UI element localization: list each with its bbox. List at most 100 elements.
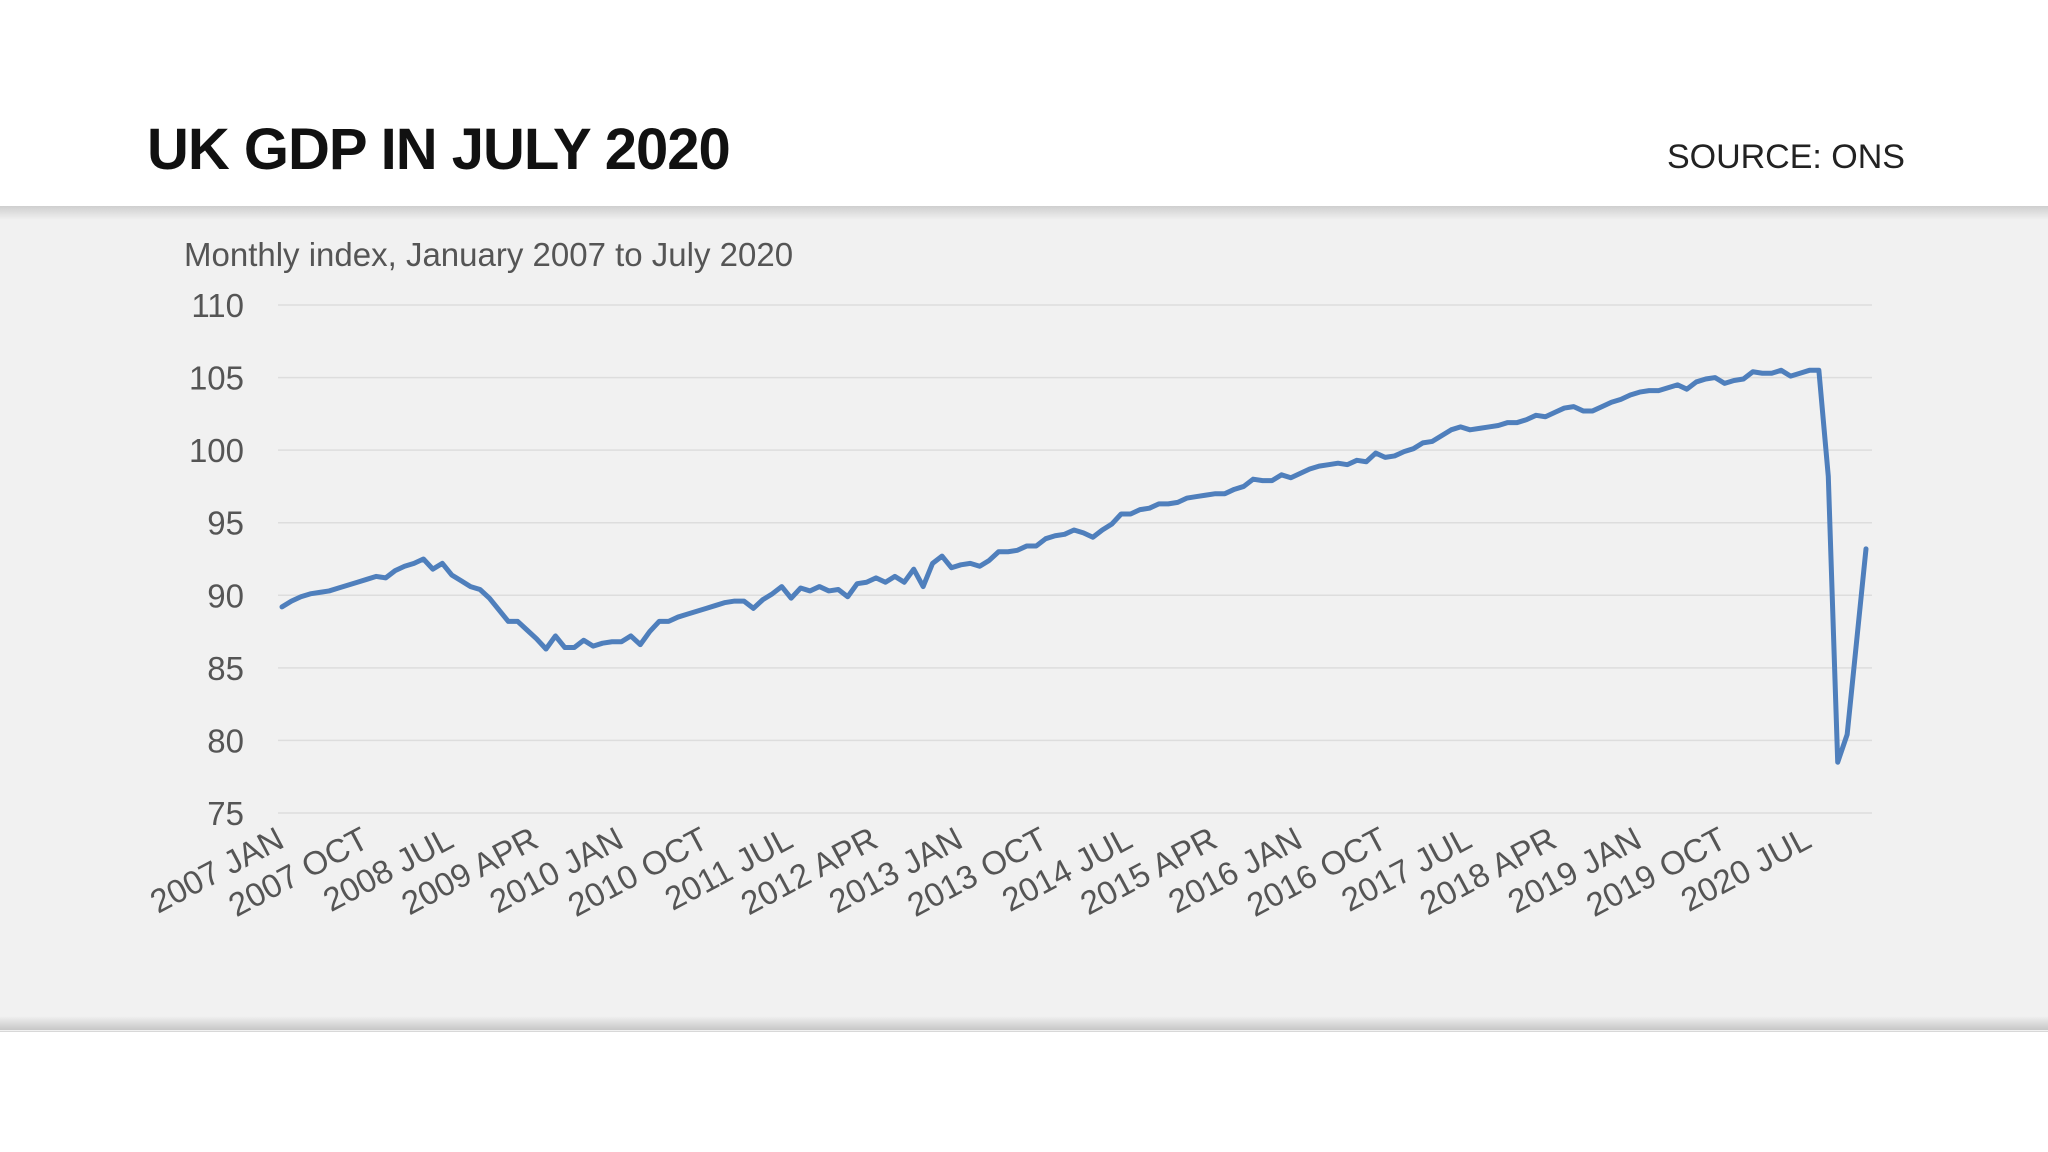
data-point	[1638, 390, 1642, 394]
data-point	[1855, 640, 1859, 644]
data-point	[535, 637, 539, 641]
data-point	[685, 612, 689, 616]
data-point	[1195, 495, 1199, 499]
data-point	[1459, 425, 1463, 429]
data-point	[1317, 464, 1321, 468]
data-point	[1770, 371, 1774, 375]
data-point	[1336, 461, 1340, 465]
data-point	[1553, 410, 1557, 414]
data-point	[1034, 544, 1038, 548]
data-point	[1270, 479, 1274, 483]
data-point	[1760, 371, 1764, 375]
data-point	[836, 587, 840, 591]
data-point	[1147, 506, 1151, 510]
data-point	[1355, 458, 1359, 462]
data-point	[1591, 409, 1595, 413]
data-point	[1506, 421, 1510, 425]
data-point	[997, 550, 1001, 554]
data-point	[1496, 423, 1500, 427]
data-point	[770, 592, 774, 596]
data-point	[1779, 368, 1783, 372]
data-point	[1176, 500, 1180, 504]
data-point	[1628, 393, 1632, 397]
data-point	[1864, 547, 1868, 551]
data-point	[1129, 512, 1133, 516]
data-point	[1110, 522, 1114, 526]
data-point	[1015, 548, 1019, 552]
data-point	[1543, 415, 1547, 419]
data-point	[1185, 496, 1189, 500]
data-point	[1383, 455, 1387, 459]
series-group	[279, 367, 1869, 765]
y-tick-label: 100	[189, 432, 244, 469]
data-point	[582, 638, 586, 642]
data-point	[280, 605, 284, 609]
data-point	[1223, 492, 1227, 496]
gridlines	[278, 304, 1872, 814]
data-point	[516, 619, 520, 623]
data-point	[733, 599, 737, 603]
data-point	[1732, 378, 1736, 382]
data-point	[1298, 471, 1302, 475]
data-point	[638, 643, 642, 647]
data-point	[318, 590, 322, 594]
data-point	[1600, 405, 1604, 409]
data-point	[1204, 493, 1208, 497]
data-point	[695, 609, 699, 613]
data-point	[1789, 374, 1793, 378]
data-point	[610, 640, 614, 644]
data-point	[1091, 535, 1095, 539]
data-point	[1044, 537, 1048, 541]
data-point	[1515, 421, 1519, 425]
data-point	[648, 630, 652, 634]
data-point	[1675, 383, 1679, 387]
data-point	[1430, 439, 1434, 443]
data-point	[591, 644, 595, 648]
data-point	[893, 574, 897, 578]
data-point	[1572, 405, 1576, 409]
data-point	[478, 587, 482, 591]
data-point	[1081, 531, 1085, 535]
data-point	[761, 598, 765, 602]
data-point	[827, 589, 831, 593]
data-point	[949, 566, 953, 570]
data-point	[1072, 528, 1076, 532]
data-point	[1053, 534, 1057, 538]
data-point	[667, 619, 671, 623]
data-point	[676, 615, 680, 619]
data-point	[1251, 477, 1255, 481]
data-point	[337, 586, 341, 590]
data-point	[874, 576, 878, 580]
data-point	[799, 586, 803, 590]
data-point	[365, 577, 369, 581]
data-point	[865, 580, 869, 584]
data-point	[1657, 389, 1661, 393]
data-point	[1345, 463, 1349, 467]
data-point	[1232, 487, 1236, 491]
data-point	[469, 585, 473, 589]
data-point	[308, 592, 312, 596]
data-point	[1807, 368, 1811, 372]
data-point	[723, 601, 727, 605]
data-point	[921, 585, 925, 589]
y-tick-label: 80	[207, 722, 244, 759]
data-point	[1487, 425, 1491, 429]
y-tick-label: 110	[191, 287, 244, 324]
data-point	[544, 647, 548, 651]
data-point	[959, 563, 963, 567]
data-point	[506, 619, 510, 623]
data-point	[601, 641, 605, 645]
data-point	[742, 599, 746, 603]
data-point	[978, 564, 982, 568]
data-point	[1751, 370, 1755, 374]
data-point	[393, 569, 397, 573]
data-point	[1826, 474, 1830, 478]
data-point	[846, 595, 850, 599]
data-point	[403, 564, 407, 568]
data-point	[1157, 502, 1161, 506]
data-point	[289, 599, 293, 603]
data-point	[704, 606, 708, 610]
y-tick-label: 105	[189, 360, 244, 397]
data-point	[1100, 528, 1104, 532]
data-point	[440, 561, 444, 565]
